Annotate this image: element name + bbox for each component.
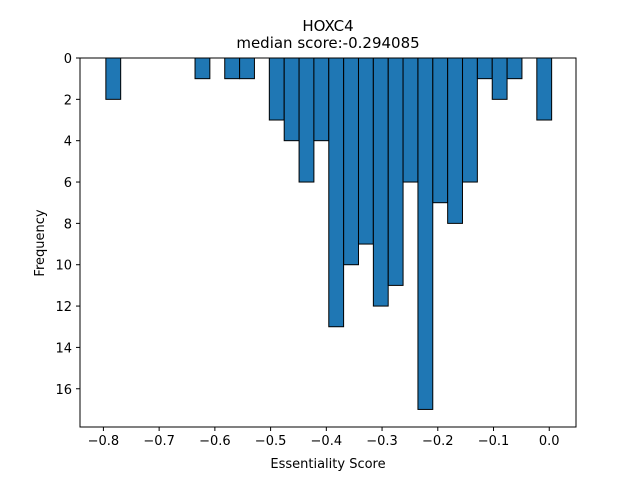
y-tick-label: 14 — [55, 341, 72, 356]
histogram-bar — [313, 57, 330, 142]
x-tick-label: −0.7 — [143, 434, 175, 449]
bars-group — [105, 57, 553, 410]
x-tick-label: 0.0 — [539, 434, 560, 449]
histogram-bar — [491, 57, 508, 100]
histogram-bar — [536, 57, 553, 121]
histogram-bar — [402, 57, 419, 183]
x-tick-label: −0.4 — [311, 434, 343, 449]
plot-frame — [79, 57, 577, 428]
histogram-bar — [343, 57, 359, 266]
y-tick-label: 12 — [55, 300, 72, 315]
histogram-bar — [328, 57, 345, 328]
x-tick-label: −0.6 — [199, 434, 231, 449]
x-axis-label: Essentiality Score — [270, 457, 385, 472]
histogram-bar — [239, 57, 255, 80]
chart-subtitle: median score:-0.294085 — [236, 34, 419, 52]
y-axis-ticks: 0 2 4 6 8 10 12 14 16 — [55, 52, 80, 398]
y-tick-label: 2 — [64, 93, 72, 108]
y-tick-label: 6 — [64, 176, 72, 191]
x-tick-label: −0.3 — [366, 434, 398, 449]
histogram-bar — [417, 57, 434, 410]
histogram-bar — [476, 57, 493, 80]
x-tick-label: −0.8 — [88, 434, 120, 449]
histogram-bar — [387, 57, 404, 286]
histogram-bar — [462, 57, 478, 183]
y-tick-label: 0 — [64, 52, 72, 67]
y-tick-label: 8 — [64, 217, 72, 232]
histogram-bar — [268, 57, 285, 121]
histogram-bar — [283, 57, 300, 142]
x-axis-ticks: −0.8 −0.7 −0.6 −0.5 −0.4 −0.3 −0.2 −0.1 0.0 — [88, 427, 560, 449]
histogram-bar — [432, 57, 449, 204]
histogram-bar — [105, 57, 122, 100]
histogram-bar — [447, 57, 463, 224]
histogram-bar — [372, 57, 389, 307]
histogram-bar — [194, 57, 211, 80]
y-tick-label: 4 — [64, 135, 72, 150]
x-tick-label: −0.2 — [422, 434, 454, 449]
chart-title: HOXC4 — [302, 17, 353, 35]
histogram-bar — [224, 57, 241, 80]
x-tick-label: −0.5 — [255, 434, 287, 449]
y-tick-label: 16 — [55, 383, 72, 398]
histogram-bar — [298, 57, 315, 183]
y-tick-label: 10 — [55, 259, 72, 274]
x-tick-label: −0.1 — [478, 434, 510, 449]
y-axis-label: Frequency — [33, 209, 48, 276]
histogram-bar — [506, 57, 523, 80]
histogram-bar — [357, 57, 374, 245]
